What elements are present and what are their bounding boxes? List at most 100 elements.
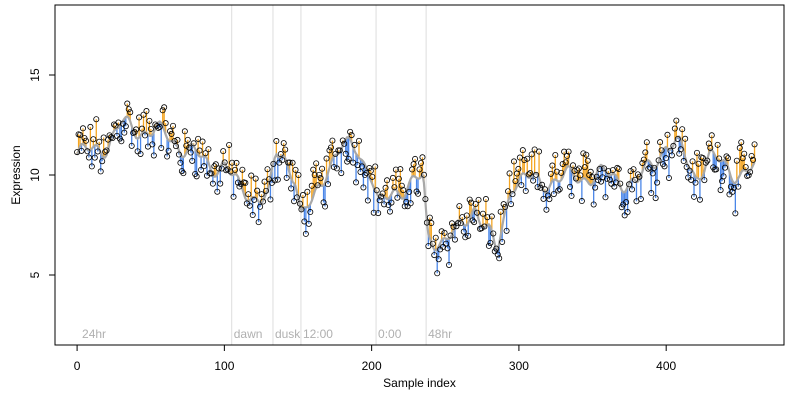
data-point xyxy=(131,129,138,136)
data-point xyxy=(294,194,301,201)
data-point xyxy=(360,184,367,191)
data-point xyxy=(389,174,396,181)
data-point xyxy=(373,187,380,194)
data-point xyxy=(471,219,478,226)
data-point xyxy=(415,190,422,197)
data-point xyxy=(159,107,166,114)
data-point xyxy=(652,195,659,202)
data-point xyxy=(348,132,355,139)
data-point xyxy=(587,168,594,175)
data-point xyxy=(637,196,644,203)
data-point xyxy=(208,170,215,177)
data-point xyxy=(183,142,190,149)
data-point xyxy=(121,129,128,136)
data-point xyxy=(364,197,371,204)
data-point xyxy=(567,183,574,190)
data-point xyxy=(196,147,203,154)
data-point xyxy=(93,116,100,123)
data-point xyxy=(308,182,315,189)
data-point xyxy=(440,243,447,250)
data-point xyxy=(199,138,206,145)
data-point xyxy=(382,184,389,191)
data-point xyxy=(674,135,681,142)
data-point xyxy=(493,245,500,252)
data-point xyxy=(168,130,175,137)
data-point xyxy=(150,152,157,159)
data-point xyxy=(611,183,618,190)
data-point xyxy=(497,208,504,215)
data-point xyxy=(229,159,236,166)
x-tick-label: 0 xyxy=(74,359,81,373)
data-point xyxy=(527,170,534,177)
data-point xyxy=(592,184,599,191)
data-point xyxy=(729,188,736,195)
data-point xyxy=(310,166,317,173)
data-point xyxy=(82,137,89,144)
data-point xyxy=(571,167,578,174)
data-point xyxy=(562,159,569,166)
data-point xyxy=(351,141,358,148)
data-point xyxy=(533,171,540,178)
data-point xyxy=(570,162,577,169)
data-point xyxy=(181,128,188,135)
data-point xyxy=(446,261,453,268)
data-point xyxy=(193,173,200,180)
data-point xyxy=(642,149,649,156)
data-point xyxy=(90,136,97,143)
data-point xyxy=(665,174,672,181)
data-point xyxy=(541,186,548,193)
data-point xyxy=(397,166,404,173)
data-point xyxy=(313,160,320,167)
data-point xyxy=(245,191,252,198)
data-point xyxy=(175,151,182,158)
data-point xyxy=(372,163,379,170)
data-point xyxy=(630,166,637,173)
data-point xyxy=(714,141,721,148)
data-point xyxy=(636,173,643,180)
data-point xyxy=(324,181,331,188)
data-point xyxy=(342,150,349,157)
data-point xyxy=(170,122,177,129)
data-point xyxy=(561,148,568,155)
data-point xyxy=(661,163,668,170)
data-point xyxy=(518,182,525,189)
data-point xyxy=(174,136,181,143)
data-point xyxy=(645,165,652,172)
data-point xyxy=(713,166,720,173)
data-point xyxy=(658,147,665,154)
data-point xyxy=(468,199,475,206)
data-point xyxy=(679,126,686,133)
data-point xyxy=(128,142,135,149)
data-point xyxy=(549,162,556,169)
data-point xyxy=(506,170,513,177)
data-point xyxy=(79,125,86,132)
data-point xyxy=(381,201,388,208)
data-point xyxy=(691,193,698,200)
data-point xyxy=(683,164,690,171)
data-point xyxy=(547,170,554,177)
data-point xyxy=(94,148,101,155)
data-point xyxy=(172,143,179,150)
data-point xyxy=(99,158,106,165)
data-point xyxy=(257,203,264,210)
data-point xyxy=(568,192,575,199)
x-tick-label: 400 xyxy=(656,359,676,373)
data-point xyxy=(221,159,228,166)
data-point xyxy=(187,149,194,156)
data-point xyxy=(479,210,486,217)
data-point xyxy=(748,152,755,159)
data-point xyxy=(581,164,588,171)
data-point xyxy=(91,154,98,161)
data-point xyxy=(409,166,416,173)
data-point xyxy=(640,156,647,163)
data-point xyxy=(500,201,507,208)
x-tick-label: 100 xyxy=(214,359,234,373)
data-point xyxy=(606,176,613,183)
y-axis: 5 10 15 xyxy=(28,68,55,278)
data-point xyxy=(639,159,646,166)
data-point xyxy=(466,196,473,203)
data-point xyxy=(677,146,684,153)
data-point xyxy=(124,100,131,107)
data-point xyxy=(232,166,239,173)
data-point xyxy=(524,155,531,162)
